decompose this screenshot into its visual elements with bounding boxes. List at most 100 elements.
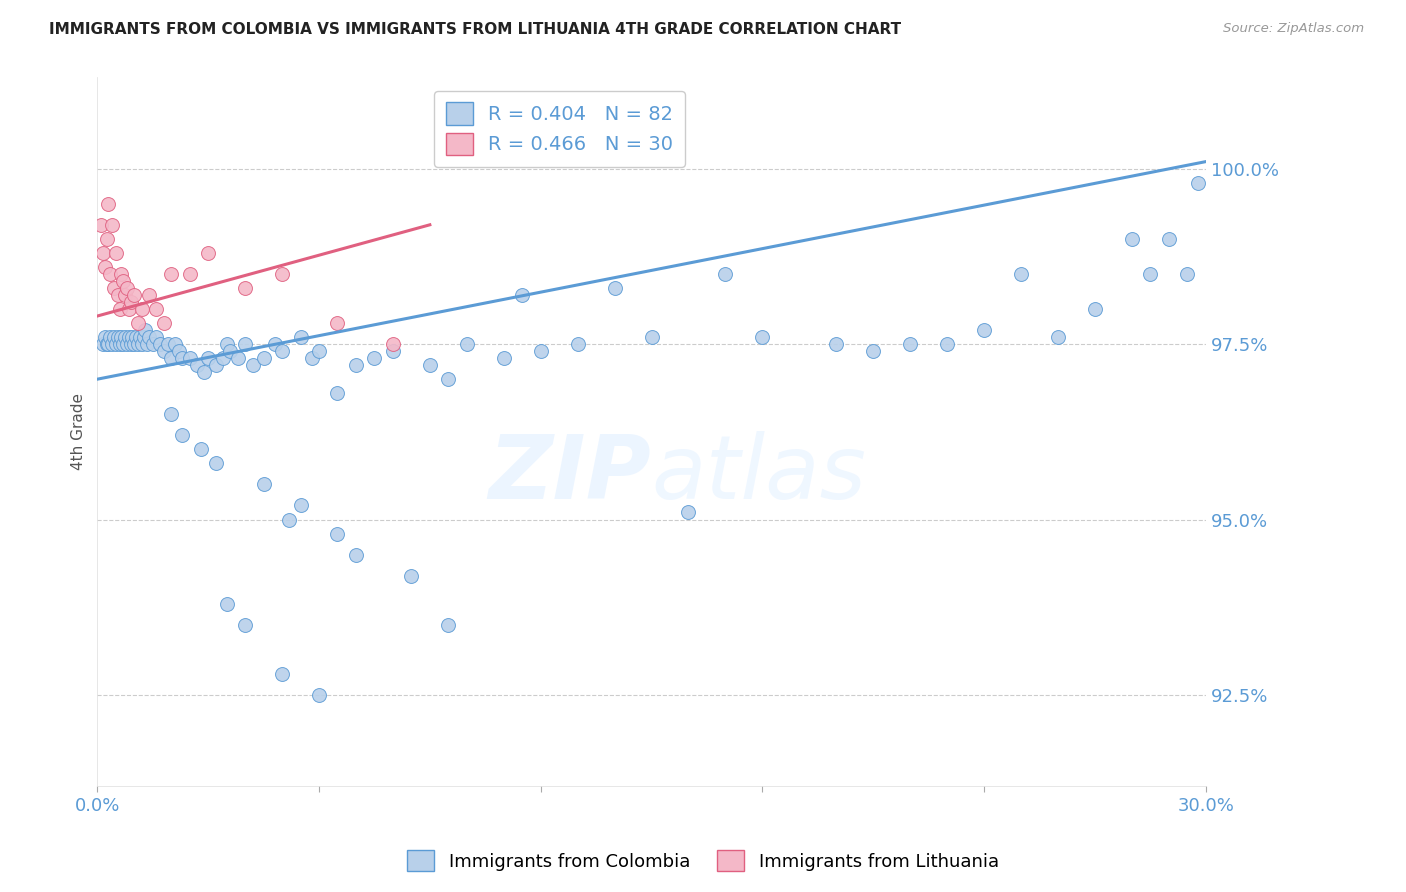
Point <box>91 337 114 351</box>
Point <box>104 245 127 260</box>
Text: IMMIGRANTS FROM COLOMBIA VS IMMIGRANTS FROM LITHUANIA 4TH GRADE CORRELATION CHAR: IMMIGRANTS FROM COLOMBIA VS IMMIGRANTS F… <box>49 22 901 37</box>
Point <box>204 358 226 372</box>
Point <box>401 568 423 582</box>
Point <box>1175 267 1198 281</box>
Point <box>179 267 201 281</box>
Point <box>114 330 136 344</box>
Point <box>91 245 114 260</box>
Point <box>108 337 131 351</box>
Point <box>132 330 155 344</box>
Point <box>1121 232 1143 246</box>
Point <box>751 330 773 344</box>
Point <box>326 316 349 330</box>
Point <box>134 323 156 337</box>
Text: ZIP: ZIP <box>489 431 651 518</box>
Point <box>125 330 148 344</box>
Point <box>973 323 995 337</box>
Point <box>101 337 124 351</box>
Point <box>138 288 160 302</box>
Point <box>301 351 323 365</box>
Point <box>936 337 959 351</box>
Point <box>492 351 515 365</box>
Point <box>278 512 301 526</box>
Text: atlas: atlas <box>651 432 866 517</box>
Point <box>160 351 183 365</box>
Point <box>120 337 142 351</box>
Point <box>110 330 132 344</box>
Text: Source: ZipAtlas.com: Source: ZipAtlas.com <box>1223 22 1364 36</box>
Point <box>127 337 149 351</box>
Point <box>104 337 127 351</box>
Point <box>204 456 226 470</box>
Point <box>197 245 219 260</box>
Point <box>103 330 125 344</box>
Point <box>172 428 194 442</box>
Point <box>252 351 274 365</box>
Point <box>172 351 194 365</box>
Point <box>1084 301 1107 316</box>
Point <box>107 288 129 302</box>
Point <box>1157 232 1180 246</box>
Point <box>156 337 179 351</box>
Point <box>326 386 349 401</box>
Legend: R = 0.404   N = 82, R = 0.466   N = 30: R = 0.404 N = 82, R = 0.466 N = 30 <box>434 91 685 167</box>
Point <box>233 337 256 351</box>
Point <box>124 288 146 302</box>
Point <box>510 288 533 302</box>
Point <box>825 337 848 351</box>
Point <box>898 337 921 351</box>
Point <box>115 337 138 351</box>
Point <box>96 232 118 246</box>
Point <box>97 337 120 351</box>
Point <box>114 288 136 302</box>
Point <box>145 301 167 316</box>
Point <box>131 337 153 351</box>
Point <box>252 477 274 491</box>
Point <box>714 267 737 281</box>
Point <box>127 316 149 330</box>
Point <box>160 267 183 281</box>
Point <box>233 617 256 632</box>
Point <box>381 344 404 359</box>
Point <box>131 301 153 316</box>
Point <box>167 344 190 359</box>
Point <box>118 330 141 344</box>
Point <box>363 351 385 365</box>
Point <box>242 358 264 372</box>
Point <box>290 330 312 344</box>
Point <box>179 351 201 365</box>
Point <box>98 267 121 281</box>
Point <box>186 358 208 372</box>
Point <box>456 337 478 351</box>
Point <box>163 337 186 351</box>
Point <box>121 330 143 344</box>
Point <box>103 281 125 295</box>
Point <box>233 281 256 295</box>
Point <box>678 506 700 520</box>
Point <box>1187 176 1209 190</box>
Point <box>97 196 120 211</box>
Point <box>193 365 215 379</box>
Point <box>603 281 626 295</box>
Point <box>118 301 141 316</box>
Point <box>1139 267 1161 281</box>
Point <box>190 442 212 457</box>
Point <box>215 337 238 351</box>
Point <box>419 358 441 372</box>
Point <box>93 260 115 274</box>
Point <box>107 330 129 344</box>
Point <box>271 267 294 281</box>
Point <box>120 295 142 310</box>
Point <box>96 337 118 351</box>
Point <box>149 337 172 351</box>
Point <box>90 218 112 232</box>
Point <box>344 358 367 372</box>
Point <box>124 337 146 351</box>
Legend: Immigrants from Colombia, Immigrants from Lithuania: Immigrants from Colombia, Immigrants fro… <box>399 843 1007 879</box>
Point <box>437 617 460 632</box>
Point <box>145 330 167 344</box>
Point <box>1046 330 1069 344</box>
Point <box>112 274 135 288</box>
Y-axis label: 4th Grade: 4th Grade <box>72 393 86 470</box>
Point <box>219 344 242 359</box>
